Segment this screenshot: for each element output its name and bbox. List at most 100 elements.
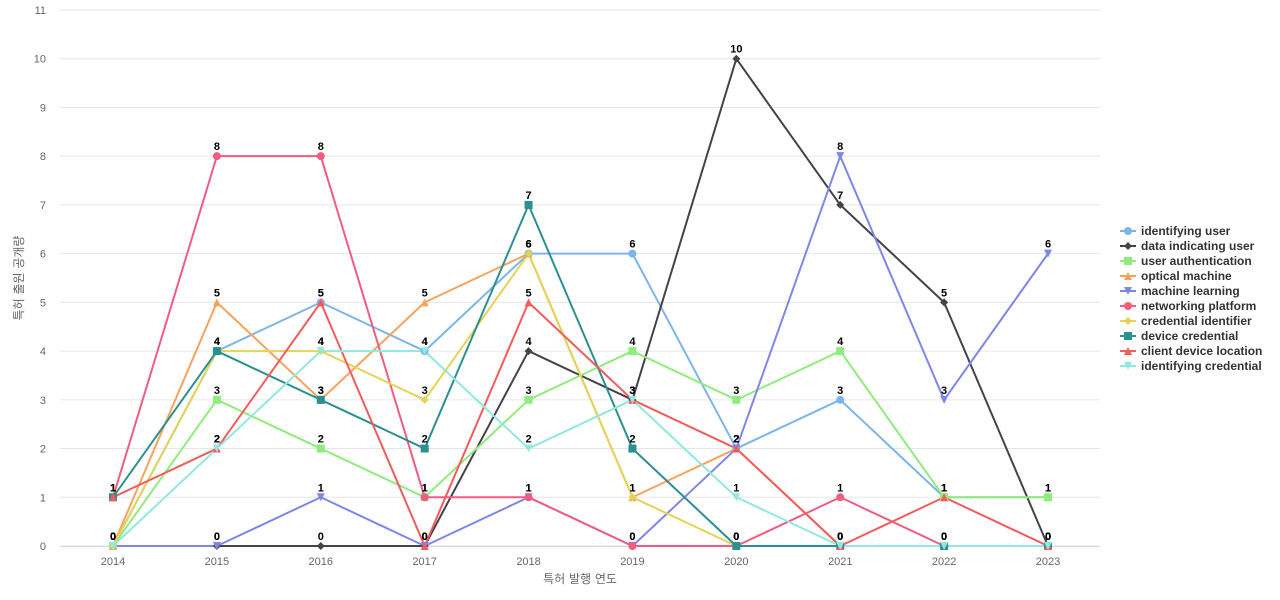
legend-item[interactable]: machine learning <box>1120 284 1240 298</box>
data-point[interactable] <box>940 395 949 404</box>
legend-item[interactable]: device credential <box>1120 329 1238 343</box>
legend-item[interactable]: identifying user <box>1120 224 1231 238</box>
data-point[interactable] <box>420 493 429 502</box>
data-label: 10 <box>730 44 742 56</box>
data-point[interactable] <box>940 542 949 550</box>
data-point[interactable] <box>940 298 949 307</box>
data-point[interactable] <box>628 493 637 502</box>
data-label: 0 <box>733 531 739 543</box>
data-label: 0 <box>110 531 116 543</box>
data-point[interactable] <box>732 542 741 550</box>
data-point[interactable] <box>524 249 533 258</box>
data-point[interactable] <box>316 152 325 161</box>
legend-label: device credential <box>1141 329 1238 343</box>
data-point[interactable] <box>316 542 325 550</box>
legend-label: networking platform <box>1141 299 1256 313</box>
data-point[interactable] <box>316 493 325 502</box>
data-point[interactable] <box>420 395 429 404</box>
legend-item[interactable]: networking platform <box>1120 299 1256 313</box>
data-point[interactable] <box>524 395 533 404</box>
data-label: 4 <box>629 336 636 348</box>
data-point[interactable] <box>836 347 845 356</box>
data-point[interactable] <box>836 200 845 209</box>
data-point[interactable] <box>212 395 221 404</box>
legend-item[interactable]: client device location <box>1120 344 1262 358</box>
series-line[interactable] <box>112 301 1049 547</box>
legend-marker <box>1124 287 1132 295</box>
data-point[interactable] <box>1044 542 1052 550</box>
data-point[interactable] <box>524 200 533 209</box>
data-label: 6 <box>525 239 531 251</box>
data-point[interactable] <box>420 444 429 453</box>
legend-item[interactable]: credential identifier <box>1120 314 1252 328</box>
data-label: 2 <box>422 434 428 446</box>
data-point[interactable] <box>316 395 325 404</box>
data-point[interactable] <box>1044 493 1052 502</box>
data-point[interactable] <box>212 347 221 356</box>
data-point[interactable] <box>628 395 637 404</box>
y-tick-label: 6 <box>40 249 46 261</box>
data-point[interactable] <box>524 493 533 502</box>
data-point[interactable] <box>836 152 845 161</box>
legend-item[interactable]: identifying credential <box>1120 359 1262 373</box>
x-axis-ticks: 2014 2015 2016 2017 2018 2019 2020 2021 2022 2023 <box>101 556 1060 568</box>
data-label: 4 <box>214 336 221 348</box>
data-point[interactable] <box>316 444 325 453</box>
legend-label: data indicating user <box>1141 239 1255 253</box>
data-point[interactable] <box>524 298 533 307</box>
data-point[interactable] <box>836 395 845 404</box>
data-label: 2 <box>318 434 324 446</box>
data-point[interactable] <box>1044 249 1052 258</box>
data-label: 0 <box>110 531 116 543</box>
data-point[interactable] <box>836 493 845 502</box>
data-label: 1 <box>110 482 116 494</box>
data-label: 0 <box>837 531 843 543</box>
x-tick-label: 2020 <box>724 556 748 568</box>
data-label: 0 <box>629 531 635 543</box>
legend-label: credential identifier <box>1141 314 1252 328</box>
data-point[interactable] <box>732 54 741 63</box>
data-label: 4 <box>318 336 325 348</box>
series-line[interactable] <box>112 252 1048 547</box>
series-line[interactable] <box>112 350 1048 547</box>
data-point[interactable] <box>732 444 741 453</box>
data-point[interactable] <box>524 347 533 356</box>
data-point[interactable] <box>212 444 221 453</box>
y-axis-title: 특허 출원 공개량 <box>12 236 26 321</box>
data-point[interactable] <box>420 298 429 307</box>
y-tick-label: 0 <box>40 541 46 553</box>
data-label: 2 <box>733 434 739 446</box>
legend-item[interactable]: data indicating user <box>1120 239 1255 253</box>
data-label: 5 <box>318 287 324 299</box>
data-label: 5 <box>941 287 947 299</box>
data-point[interactable] <box>524 444 533 453</box>
data-point[interactable] <box>732 493 741 502</box>
legend-marker <box>1124 362 1132 370</box>
data-point[interactable] <box>628 444 637 453</box>
data-point[interactable] <box>212 152 221 161</box>
data-point[interactable] <box>628 347 637 356</box>
legend-item[interactable]: user authentication <box>1120 254 1252 268</box>
data-label: 3 <box>941 385 947 397</box>
data-point[interactable] <box>628 249 637 258</box>
x-tick-label: 2019 <box>620 556 644 568</box>
data-point[interactable] <box>628 542 637 550</box>
data-point[interactable] <box>420 542 429 550</box>
data-point[interactable] <box>212 298 221 307</box>
data-label: 0 <box>110 531 116 543</box>
data-point[interactable] <box>732 395 741 404</box>
data-point[interactable] <box>109 493 117 502</box>
series-lines <box>112 57 1049 547</box>
data-point[interactable] <box>316 347 325 356</box>
data-label: 0 <box>110 531 116 543</box>
legend-item[interactable]: optical machine <box>1120 269 1232 283</box>
data-point[interactable] <box>940 493 949 502</box>
data-point[interactable] <box>109 542 117 550</box>
data-label: 1 <box>941 482 947 494</box>
data-point[interactable] <box>212 542 221 550</box>
data-point[interactable] <box>316 298 325 307</box>
data-point[interactable] <box>836 542 845 550</box>
data-point[interactable] <box>420 347 429 356</box>
data-label: 2 <box>733 434 739 446</box>
data-label: 0 <box>422 531 428 543</box>
